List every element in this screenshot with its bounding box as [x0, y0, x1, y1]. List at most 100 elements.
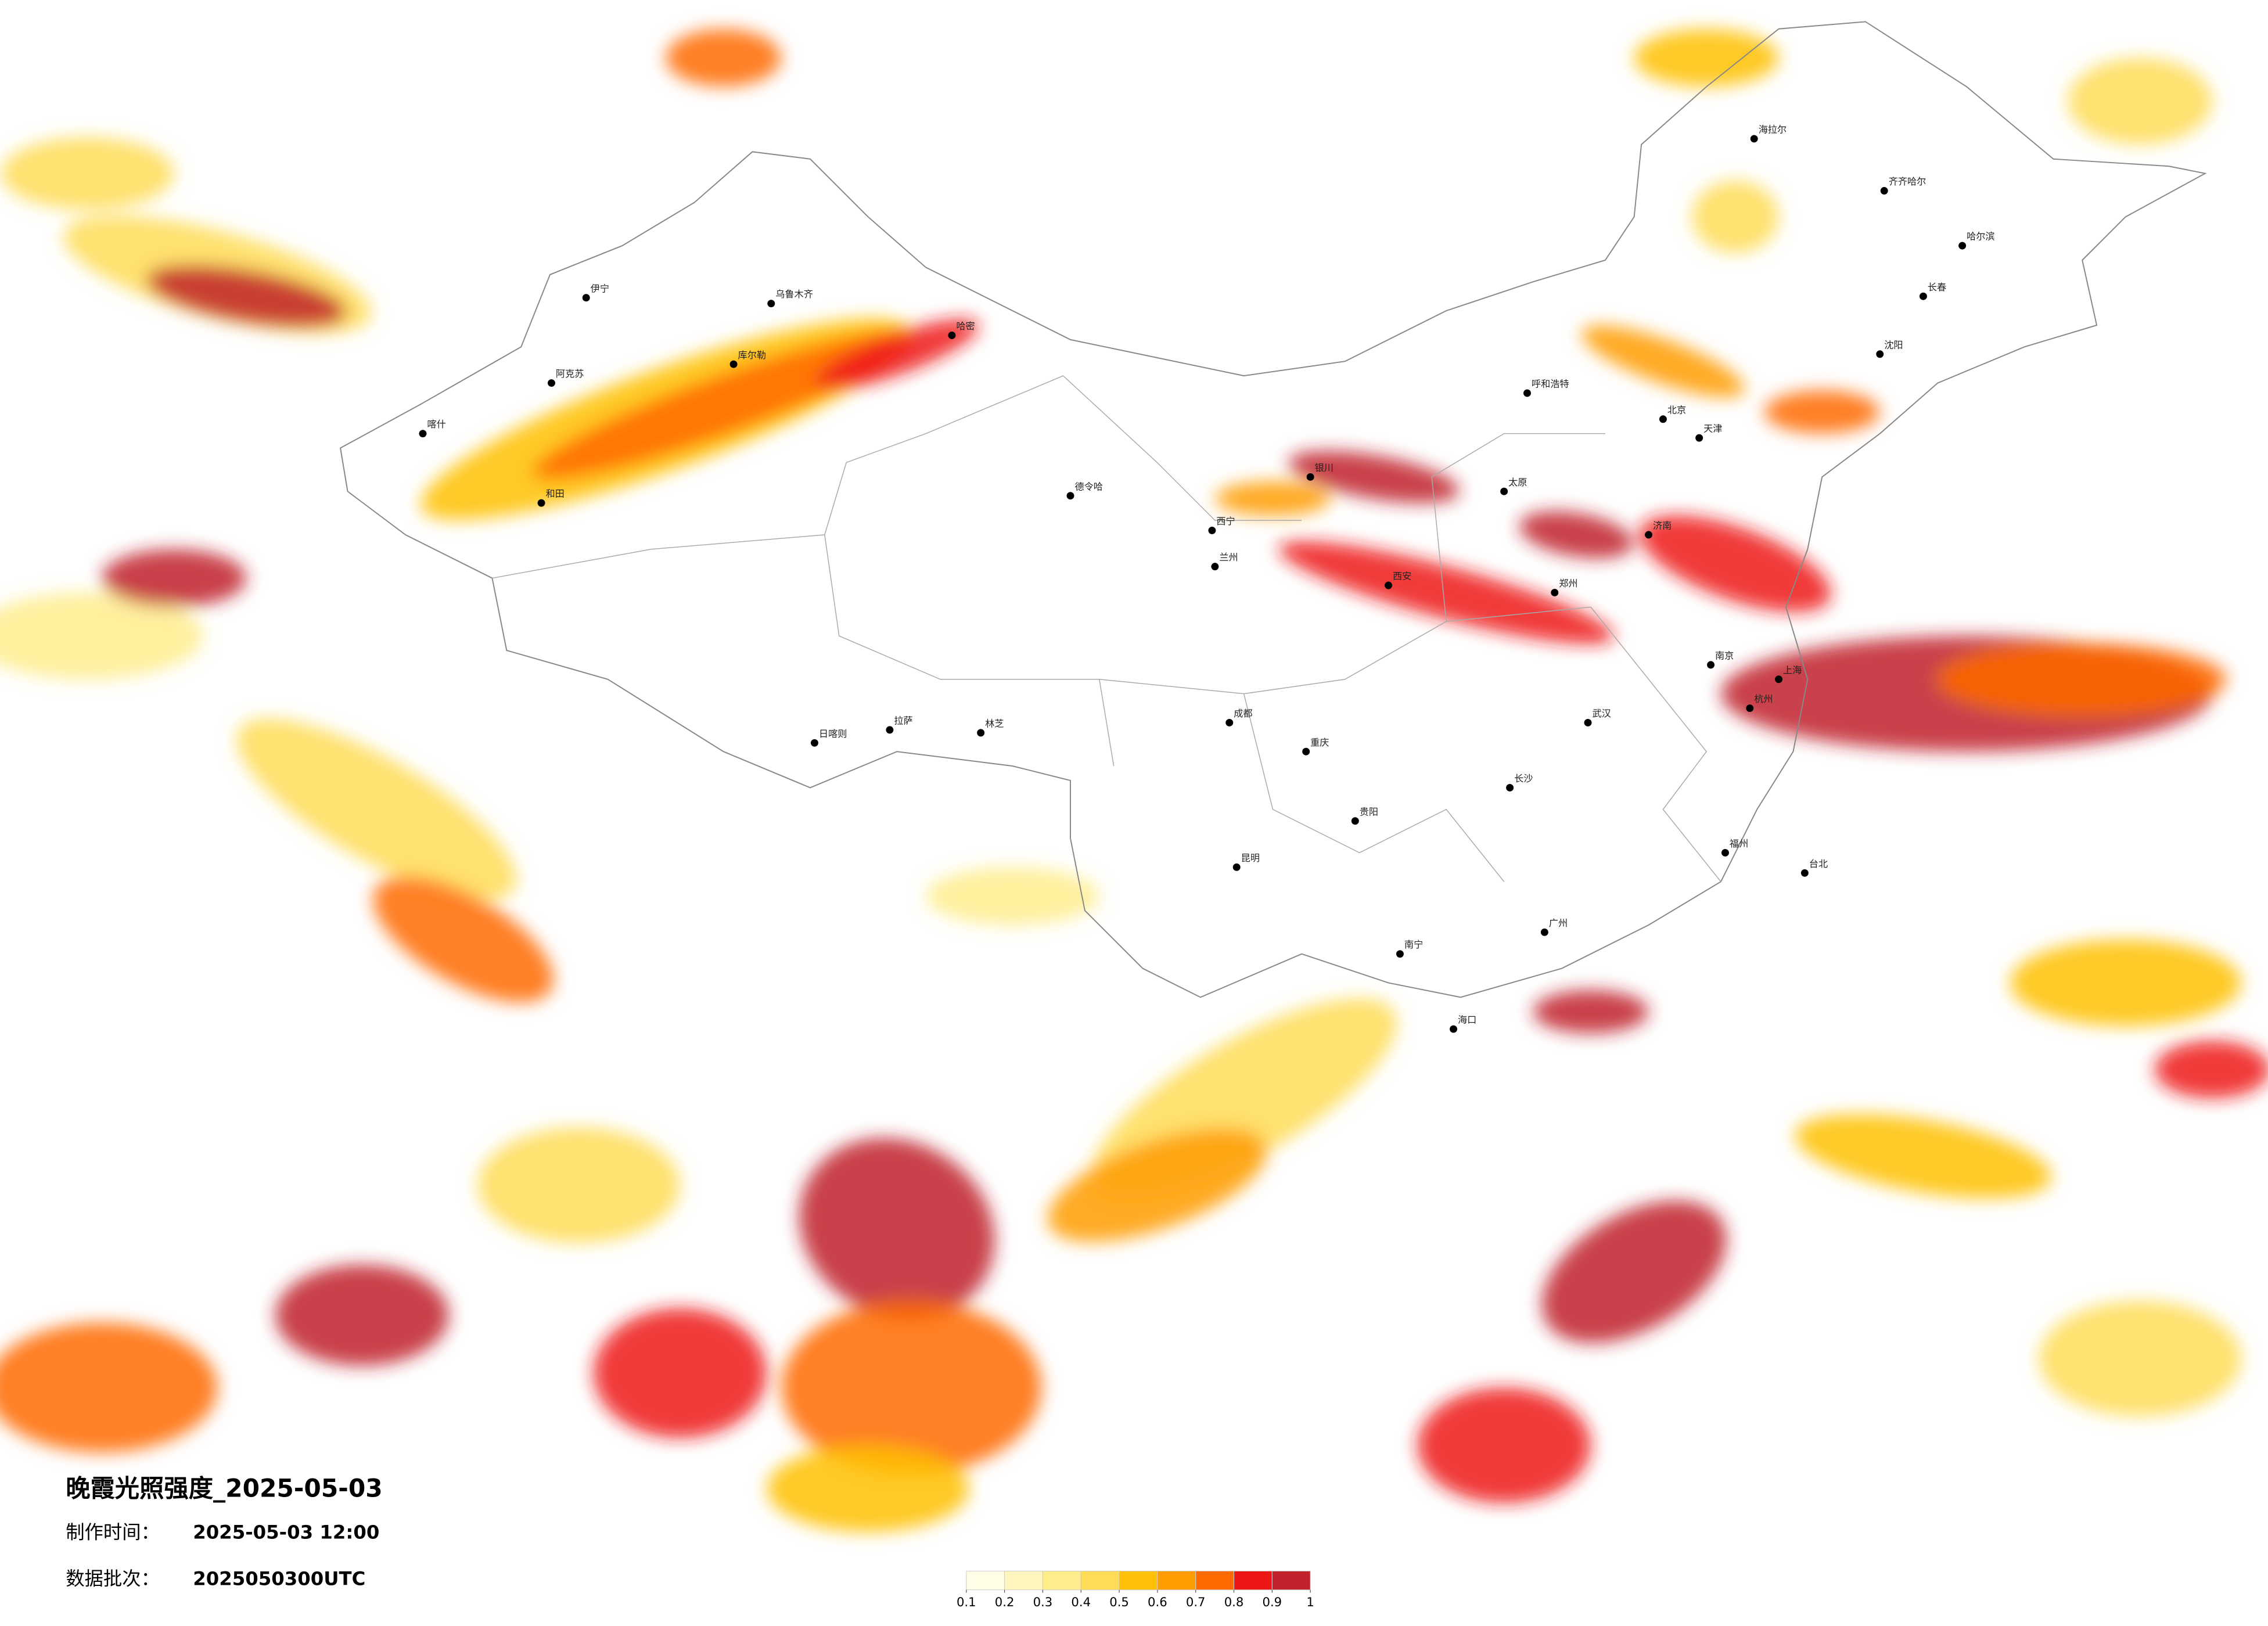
city-dot	[1500, 487, 1508, 495]
city-dot	[1584, 718, 1592, 726]
heat-blob	[1047, 1128, 1267, 1242]
city-dot	[1750, 135, 1758, 143]
city-label: 郑州	[1559, 578, 1577, 589]
city-dot	[419, 430, 427, 438]
city-dot	[1306, 473, 1314, 481]
legend-tick-label: 1	[1306, 1595, 1314, 1609]
city-label: 南京	[1715, 650, 1734, 661]
heat-blob	[1288, 451, 1460, 503]
legend-swatch	[1195, 1570, 1235, 1591]
heat-blob	[373, 876, 554, 1003]
city-label: 库尔勒	[738, 350, 766, 361]
city-dot	[1746, 704, 1754, 713]
city-dot	[1523, 389, 1531, 397]
heat-blob	[1417, 1387, 1591, 1503]
city-label: 重庆	[1310, 737, 1329, 748]
heat-blob	[1214, 481, 1331, 516]
heat-blob	[1541, 1200, 1727, 1343]
legend-tick-label: 0.4	[1071, 1595, 1091, 1609]
city-label: 福州	[1730, 838, 1748, 849]
legend: 0.1 0.2 0.3 0.4 0.5 0.6 0.7 0.8 0.9 1	[957, 1570, 1314, 1609]
city-label: 阿克苏	[556, 368, 584, 379]
legend-swatch	[1234, 1570, 1273, 1591]
heat-blob	[1634, 28, 1779, 87]
city-dot	[1695, 434, 1703, 442]
city-dot	[729, 360, 738, 368]
data-batch-value: 2025050300UTC	[193, 1567, 365, 1589]
heat-blob	[666, 28, 782, 87]
city-label: 长沙	[1514, 773, 1533, 784]
city-dot	[1707, 661, 1715, 669]
heat-blob	[815, 319, 979, 390]
legend-tick-label: 0.2	[995, 1595, 1015, 1609]
made-time-value: 2025-05-03 12:00	[193, 1521, 379, 1544]
city-label: 西宁	[1216, 516, 1235, 527]
heat-blob	[1938, 643, 2227, 715]
city-label: 沈阳	[1884, 339, 1903, 350]
heat-blob	[275, 1264, 449, 1366]
heat-blob	[1795, 1114, 2052, 1199]
heat-blob	[1278, 541, 1614, 645]
city-dot	[948, 331, 956, 339]
city-label: 日喀则	[819, 728, 847, 739]
legend-swatch	[966, 1570, 1005, 1591]
heat-blob	[2010, 939, 2241, 1027]
city-dot	[1876, 350, 1884, 358]
heat-blob	[2154, 1041, 2268, 1099]
city-label: 天津	[1703, 423, 1722, 434]
legend-tick-label: 0.6	[1148, 1595, 1167, 1609]
heat-blob	[1581, 325, 1745, 398]
heat-blob	[1, 137, 174, 210]
legend-tick-label: 0.5	[1109, 1595, 1129, 1609]
heat-blob	[1533, 990, 1649, 1034]
city-dot	[1659, 415, 1667, 423]
legend-swatch	[1042, 1570, 1081, 1591]
legend-tick-label: 0.3	[1033, 1595, 1053, 1609]
heat-blob	[146, 265, 347, 328]
heat-blob	[799, 1138, 995, 1319]
legend-tick-label: 0.1	[957, 1595, 976, 1609]
heat-blob	[593, 1308, 767, 1438]
city-dot	[1506, 783, 1514, 792]
city-dot	[1396, 950, 1404, 958]
city-label: 太原	[1508, 477, 1527, 488]
city-dot	[1385, 581, 1393, 589]
heat-blob	[477, 1127, 680, 1243]
city-label: 拉萨	[894, 715, 912, 726]
city-label: 哈密	[956, 321, 975, 332]
city-label: 昆明	[1241, 852, 1260, 864]
city-dot	[886, 726, 894, 734]
legend-swatch	[1271, 1570, 1311, 1591]
city-label: 齐齐哈尔	[1889, 176, 1926, 187]
heat-blob	[0, 1322, 218, 1453]
city-label: 伊宁	[591, 283, 609, 294]
legend-tick-label: 0.7	[1186, 1595, 1206, 1609]
city-label: 和田	[546, 488, 565, 499]
city-label: 德令哈	[1074, 481, 1102, 492]
city-label: 武汉	[1592, 708, 1611, 719]
city-label: 林芝	[985, 718, 1004, 729]
city-dot	[1302, 747, 1310, 756]
heat-blob	[926, 867, 1099, 925]
city-label: 上海	[1783, 664, 1802, 675]
legend-swatch	[1080, 1570, 1120, 1591]
heat-blob	[102, 549, 247, 607]
city-dot	[1225, 718, 1234, 726]
city-label: 银川	[1315, 462, 1334, 473]
city-dot	[1880, 187, 1888, 195]
city-label: 成都	[1234, 708, 1252, 719]
city-dot	[1211, 563, 1219, 571]
heat-blob	[533, 330, 914, 479]
city-label: 长春	[1928, 282, 1946, 293]
city-dot	[1919, 292, 1927, 300]
city-dot	[1066, 492, 1074, 500]
city-dot	[1208, 526, 1216, 534]
legend-swatch	[1157, 1570, 1196, 1591]
city-label: 广州	[1549, 918, 1568, 929]
city-dot	[537, 499, 545, 507]
city-dot	[1540, 928, 1548, 936]
city-label: 喀什	[427, 419, 445, 430]
city-label: 海口	[1458, 1015, 1476, 1026]
heat-blob	[0, 592, 203, 679]
city-label: 海拉尔	[1759, 124, 1787, 135]
